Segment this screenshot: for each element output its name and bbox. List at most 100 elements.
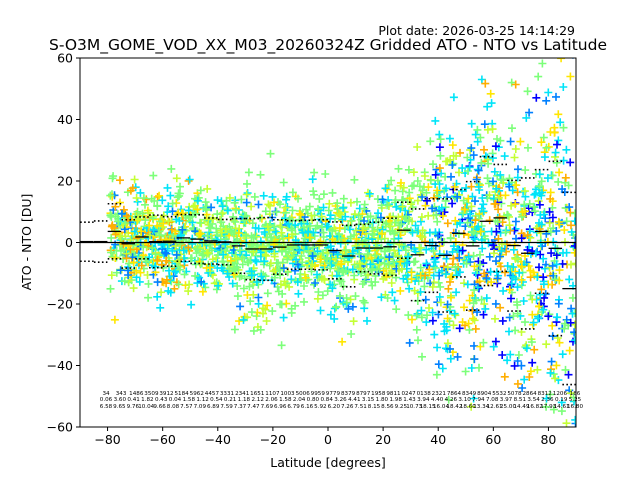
scatter-point — [111, 202, 120, 211]
scatter-point — [469, 151, 478, 160]
scatter-point — [562, 248, 571, 257]
scatter-point — [474, 166, 483, 175]
scatter-point — [418, 226, 427, 235]
scatter-point — [449, 93, 458, 102]
scatter-point — [300, 282, 308, 290]
scatter-point — [557, 407, 566, 416]
scatter-point — [423, 311, 431, 320]
scatter-point — [164, 202, 173, 211]
scatter-point — [505, 182, 514, 191]
scatter-point — [162, 249, 171, 258]
scatter-point — [452, 288, 461, 297]
scatter-point — [452, 271, 461, 280]
scatter-point — [561, 173, 570, 182]
scatter-point — [477, 75, 486, 84]
bin-annotation: 0.41 — [127, 397, 140, 403]
scatter-point — [295, 246, 304, 255]
scatter-point — [151, 250, 160, 259]
scatter-point — [453, 192, 462, 201]
scatter-point — [261, 207, 270, 216]
scatter-point — [198, 251, 207, 260]
scatter-point — [511, 254, 520, 263]
scatter-point — [478, 244, 487, 253]
scatter-point — [505, 285, 514, 294]
bin-annotation: 5962 — [190, 391, 204, 397]
scatter-point — [294, 240, 303, 249]
scatter-point — [571, 209, 576, 218]
scatter-point — [421, 237, 429, 246]
scatter-point — [565, 275, 574, 284]
scatter-point — [371, 251, 380, 260]
scatter-point — [304, 227, 313, 236]
scatter-layer — [106, 58, 576, 427]
scatter-point — [513, 357, 522, 365]
scatter-point — [476, 260, 484, 269]
scatter-point — [396, 286, 405, 295]
scatter-point — [523, 231, 532, 239]
scatter-point — [344, 304, 353, 313]
scatter-point — [184, 287, 193, 296]
scatter-point — [245, 282, 254, 291]
scatter-point — [368, 229, 377, 238]
scatter-point — [512, 253, 521, 262]
scatter-point — [451, 216, 460, 225]
bin-annotation: 7.26 — [341, 404, 354, 410]
scatter-point — [441, 196, 450, 205]
scatter-point — [525, 373, 534, 381]
scatter-point — [435, 164, 444, 173]
scatter-point — [310, 280, 318, 289]
scatter-point — [372, 250, 381, 259]
scatter-point — [162, 275, 171, 284]
scatter-point — [460, 205, 469, 214]
scatter-point — [390, 246, 399, 255]
scatter-point — [149, 171, 158, 180]
scatter-point — [353, 197, 361, 206]
scatter-point — [443, 193, 452, 202]
scatter-point — [435, 130, 444, 139]
scatter-point — [206, 263, 215, 272]
bin-annotation: 3.97 — [500, 397, 513, 403]
scatter-point — [541, 264, 549, 273]
scatter-point — [236, 302, 245, 311]
bin-annotation: 25.00 — [500, 404, 516, 410]
bin-annotation: 18.15 — [420, 404, 436, 410]
scatter-point — [383, 294, 392, 302]
scatter-point — [239, 315, 248, 324]
scatter-point — [528, 310, 537, 319]
scatter-point — [331, 254, 340, 263]
scatter-point — [232, 205, 240, 214]
scatter-point — [226, 256, 235, 265]
scatter-point — [422, 259, 431, 268]
scatter-point — [432, 370, 441, 379]
scatter-point — [464, 167, 472, 175]
bin-annotation: 6.96 — [274, 404, 287, 410]
scatter-point — [330, 314, 339, 323]
scatter-point — [349, 317, 358, 326]
scatter-point — [546, 194, 555, 203]
bin-annotation: 8797 — [356, 391, 371, 397]
bin-annotation: 7.59 — [220, 404, 233, 410]
scatter-point — [316, 237, 325, 246]
bin-annotation: 1.12 — [196, 397, 208, 403]
scatter-point — [491, 299, 500, 308]
scatter-point — [107, 233, 116, 242]
scatter-point — [430, 193, 439, 202]
scatter-point — [207, 262, 216, 271]
scatter-point — [174, 280, 183, 289]
scatter-point — [539, 254, 548, 263]
scatter-point — [420, 282, 429, 291]
scatter-point — [379, 266, 388, 275]
scatter-point — [333, 199, 342, 208]
scatter-point — [431, 258, 440, 267]
bin-annotation: 1958 — [371, 391, 386, 397]
scatter-point — [137, 227, 146, 236]
scatter-point — [270, 198, 278, 207]
scatter-point — [188, 239, 197, 248]
scatter-point — [158, 196, 167, 205]
scatter-point — [134, 215, 143, 224]
scatter-point — [344, 253, 353, 261]
scatter-point — [443, 339, 452, 348]
scatter-point — [496, 136, 505, 145]
scatter-point — [510, 361, 519, 370]
scatter-point — [346, 232, 355, 241]
